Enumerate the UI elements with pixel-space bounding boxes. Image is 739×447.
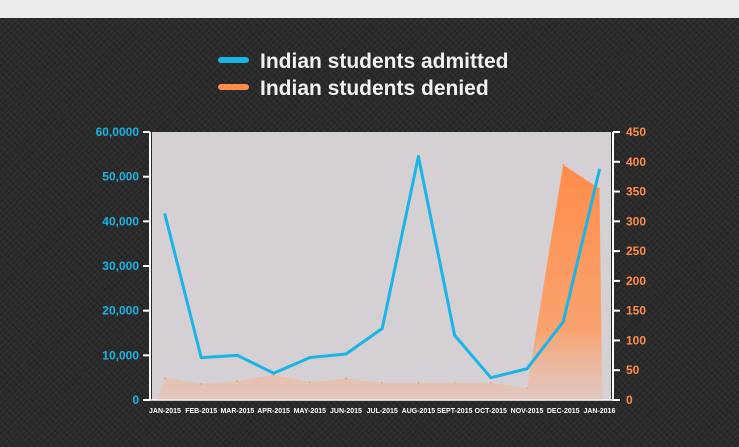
denied-point xyxy=(236,380,239,382)
admitted-point xyxy=(561,320,565,324)
denied-point xyxy=(200,383,202,385)
admitted-point xyxy=(199,356,203,360)
right-tick-label: 150 xyxy=(626,304,646,318)
x-tick-label: MAR-2015 xyxy=(220,408,254,415)
denied-point xyxy=(417,381,420,384)
left-y-axis: 0 10,000 20,000 30,000 40,000 50,000 60,0000 xyxy=(96,125,151,407)
admitted-point xyxy=(453,333,457,337)
admitted-point xyxy=(344,352,348,356)
admitted-point xyxy=(235,353,239,357)
left-tick-label: 10,000 xyxy=(102,348,139,362)
right-tick-label: 250 xyxy=(626,244,646,258)
right-tick-label: 350 xyxy=(626,185,646,199)
x-tick-label: OCT-2015 xyxy=(475,408,507,415)
denied-point xyxy=(453,381,456,384)
admitted-point xyxy=(525,367,529,371)
chart-marks xyxy=(157,155,603,400)
x-tick-label: NOV-2015 xyxy=(511,408,544,415)
x-axis-ticks: JAN-2015 FEB-2015 MAR-2015 APR-2015 MAY-2015… xyxy=(149,408,615,415)
right-tick-label: 200 xyxy=(626,274,646,288)
chart-stage: Indian students admitted Indian students… xyxy=(0,18,739,447)
admitted-point xyxy=(272,371,276,375)
x-tick-label: APR-2015 xyxy=(257,408,290,415)
left-tick-label: 60,0000 xyxy=(96,125,140,139)
denied-point xyxy=(598,187,601,190)
right-tick-label: 300 xyxy=(626,214,646,228)
denied-point xyxy=(381,381,384,384)
right-y-axis: 0 50 100 150 200 250 300 350 400 450 xyxy=(612,125,646,407)
right-tick-label: 100 xyxy=(626,333,646,347)
denied-point xyxy=(164,377,166,379)
left-tick-label: 50,000 xyxy=(102,170,139,184)
denied-area xyxy=(157,164,603,400)
x-tick-label: JUN-2015 xyxy=(330,408,362,415)
denied-point xyxy=(490,381,492,384)
x-tick-label: DEC-2015 xyxy=(547,408,580,415)
x-tick-label: JAN-2015 xyxy=(149,408,181,415)
right-tick-label: 400 xyxy=(626,155,646,169)
left-tick-label: 20,000 xyxy=(102,304,139,318)
admitted-point xyxy=(380,327,384,331)
x-tick-label: AUG-2015 xyxy=(402,408,436,415)
right-tick-label: 50 xyxy=(626,363,640,377)
chart-svg: Indian students admitted Indian students… xyxy=(96,50,647,415)
denied-point xyxy=(345,377,347,380)
x-tick-label: MAY-2015 xyxy=(294,408,327,415)
admitted-point xyxy=(308,356,312,360)
x-tick-label: SEPT-2015 xyxy=(437,408,473,415)
x-tick-label: FEB-2015 xyxy=(185,408,217,415)
right-tick-label: 0 xyxy=(626,393,633,407)
admitted-point xyxy=(597,168,601,172)
left-tick-label: 30,000 xyxy=(102,259,139,273)
legend-label-denied: Indian students denied xyxy=(260,77,489,100)
legend: Indian students admitted Indian students… xyxy=(218,50,509,100)
admitted-point xyxy=(163,213,167,217)
top-band xyxy=(0,0,739,18)
denied-point xyxy=(526,387,528,389)
right-tick-label: 450 xyxy=(626,125,646,139)
denied-point xyxy=(562,163,564,166)
legend-label-admitted: Indian students admitted xyxy=(260,50,509,73)
admitted-point xyxy=(416,155,420,159)
x-tick-label: JUL-2015 xyxy=(367,408,398,415)
left-tick-label: 0 xyxy=(132,393,139,407)
admitted-point xyxy=(489,376,493,380)
denied-point xyxy=(309,381,311,383)
left-tick-label: 40,000 xyxy=(102,214,139,228)
x-tick-label: JAN-2016 xyxy=(583,408,615,415)
